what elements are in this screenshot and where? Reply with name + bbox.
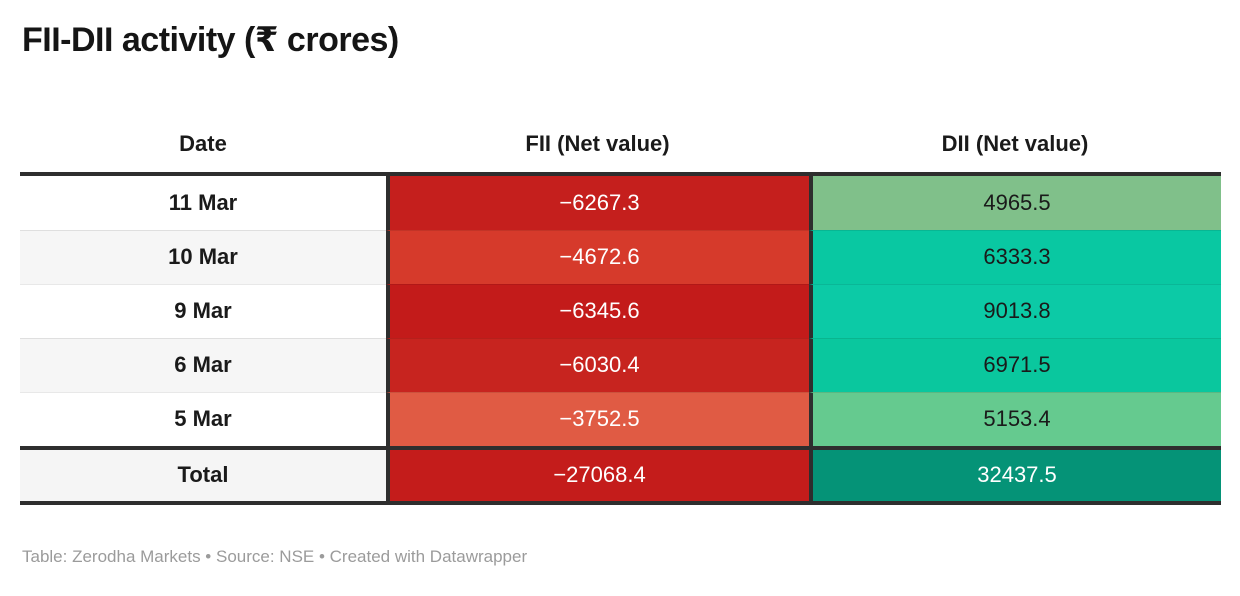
column-header-dii: DII (Net value) <box>809 110 1221 176</box>
date-cell: 6 Mar <box>20 337 386 392</box>
dii-value-cell: 9013.8 <box>809 283 1221 338</box>
date-cell: 10 Mar <box>20 229 386 284</box>
fii-value-cell: −4672.6 <box>386 229 809 284</box>
page: FII-DII activity (₹ crores) Date FII (Ne… <box>20 21 1221 566</box>
date-cell: 5 Mar <box>20 391 386 446</box>
total-dii-cell: 32437.5 <box>809 445 1221 505</box>
dii-value-cell: 5153.4 <box>809 391 1221 446</box>
total-fii-cell: −27068.4 <box>386 445 809 505</box>
table-row: 11 Mar −6267.3 4965.5 <box>20 175 1221 230</box>
table-row: 6 Mar −6030.4 6971.5 <box>20 337 1221 392</box>
total-row: Total −27068.4 32437.5 <box>20 445 1221 505</box>
dii-value-cell: 4965.5 <box>809 175 1221 230</box>
fii-value-cell: −6030.4 <box>386 337 809 392</box>
fii-value-cell: −6345.6 <box>386 283 809 338</box>
table-row: 5 Mar −3752.5 5153.4 <box>20 391 1221 446</box>
column-header-fii: FII (Net value) <box>386 110 809 176</box>
total-label-cell: Total <box>20 445 386 505</box>
date-cell: 9 Mar <box>20 283 386 338</box>
page-title: FII-DII activity (₹ crores) <box>22 21 399 59</box>
fii-dii-table: Date FII (Net value) DII (Net value) 11 … <box>20 110 1221 505</box>
fii-value-cell: −3752.5 <box>386 391 809 446</box>
table-row: 10 Mar −4672.6 6333.3 <box>20 229 1221 284</box>
attribution-footer: Table: Zerodha Markets • Source: NSE • C… <box>22 546 528 566</box>
header-row: Date FII (Net value) DII (Net value) <box>20 110 1221 176</box>
dii-value-cell: 6971.5 <box>809 337 1221 392</box>
column-header-date: Date <box>20 110 386 176</box>
date-cell: 11 Mar <box>20 175 386 230</box>
dii-value-cell: 6333.3 <box>809 229 1221 284</box>
table-row: 9 Mar −6345.6 9013.8 <box>20 283 1221 338</box>
fii-value-cell: −6267.3 <box>386 175 809 230</box>
